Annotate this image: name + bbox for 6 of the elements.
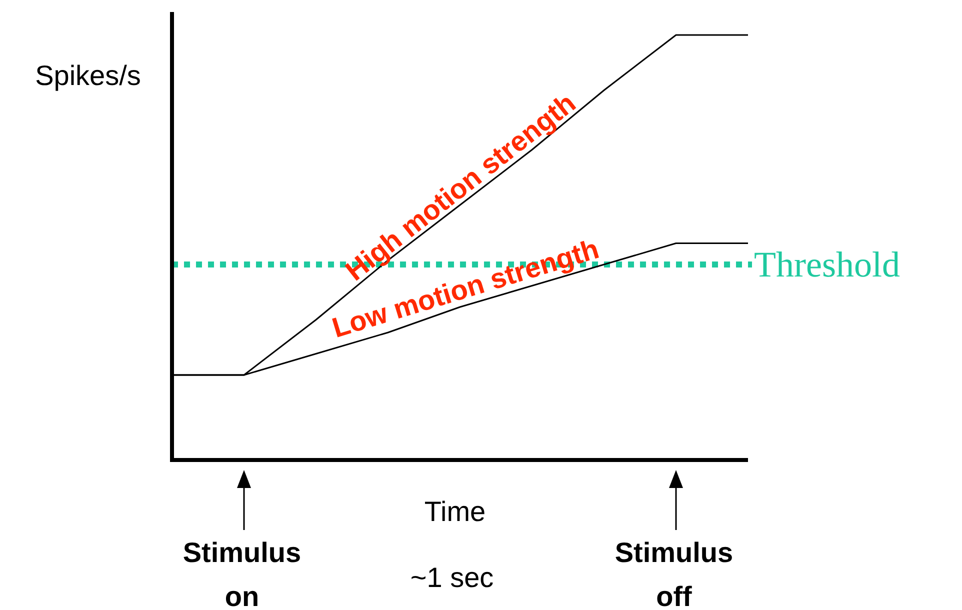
- ref-line-label: Threshold: [754, 244, 900, 284]
- y-axis-title: Spikes/s: [35, 60, 141, 91]
- text: ~1 sec: [410, 562, 494, 593]
- text: Stimulus on: [182, 537, 302, 610]
- text: Stimulus off: [614, 537, 734, 610]
- x-axis-title: Time: [424, 496, 486, 527]
